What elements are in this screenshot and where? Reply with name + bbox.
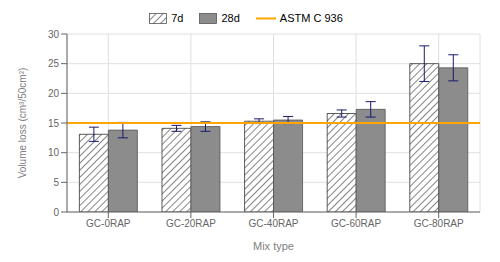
html-text:7d: 7d xyxy=(171,12,184,24)
svg-text:GC-80RAP: GC-80RAP xyxy=(414,218,464,229)
svg-text:30: 30 xyxy=(48,29,60,40)
html-text:ASTM C 936: ASTM C 936 xyxy=(279,12,343,24)
svg-text:20: 20 xyxy=(48,88,60,99)
svg-text:25: 25 xyxy=(48,58,60,69)
svg-text:15: 15 xyxy=(48,118,60,129)
svg-text:Mix type: Mix type xyxy=(253,240,294,252)
svg-text:0: 0 xyxy=(53,207,59,218)
svg-text:GC-40RAP: GC-40RAP xyxy=(248,218,298,229)
svg-text:5: 5 xyxy=(53,177,59,188)
svg-text:GC-20RAP: GC-20RAP xyxy=(166,218,216,229)
svg-text:10: 10 xyxy=(48,147,60,158)
svg-text:GC-0RAP: GC-0RAP xyxy=(86,218,131,229)
html-text:28d: 28d xyxy=(221,12,240,24)
svg-text:GC-60RAP: GC-60RAP xyxy=(331,218,381,229)
svg-text:Volume loss (cm³/50cm²): Volume loss (cm³/50cm²) xyxy=(17,68,28,179)
